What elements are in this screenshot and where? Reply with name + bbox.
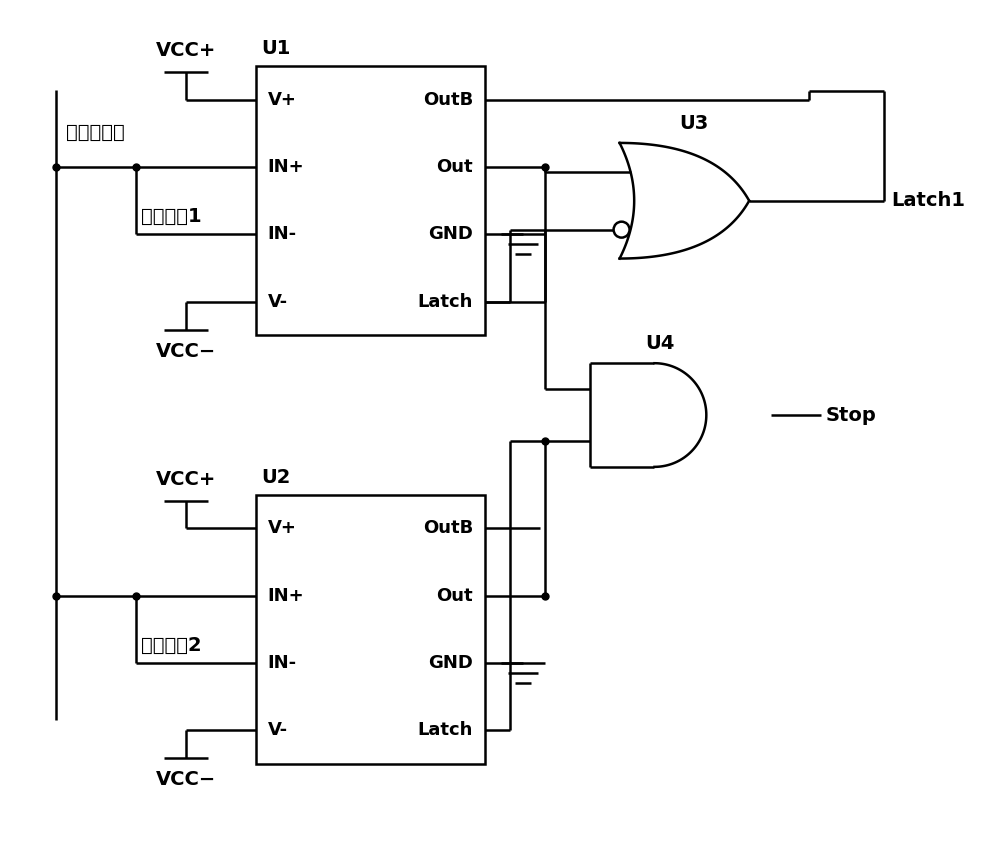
Text: IN+: IN+ [268,586,304,604]
Text: U1: U1 [261,39,290,58]
Text: VCC+: VCC+ [156,469,216,489]
Text: OutB: OutB [423,91,473,109]
Text: Out: Out [436,158,473,176]
Text: IN-: IN- [268,654,297,672]
Text: GND: GND [428,225,473,243]
Circle shape [614,222,630,238]
Text: U4: U4 [645,334,674,354]
Text: IN-: IN- [268,225,297,243]
Text: 超声波信号: 超声波信号 [66,123,125,142]
Text: U2: U2 [261,468,290,487]
Text: Out: Out [436,586,473,604]
Text: GND: GND [428,654,473,672]
Text: VCC−: VCC− [156,770,216,789]
Text: V-: V- [268,722,288,740]
Text: IN+: IN+ [268,158,304,176]
Text: V+: V+ [268,519,297,537]
Text: OutB: OutB [423,519,473,537]
Text: V-: V- [268,292,288,310]
Text: U3: U3 [680,114,709,133]
Text: 检测阈倃2: 检测阈倃2 [141,636,202,655]
Text: VCC−: VCC− [156,342,216,360]
Text: Latch: Latch [418,292,473,310]
Text: Latch1: Latch1 [892,191,966,210]
Text: VCC+: VCC+ [156,41,216,60]
Text: Stop: Stop [826,405,877,424]
Bar [256,495,485,764]
Text: 检测阈倃1: 检测阈倃1 [141,207,202,226]
Bar [256,66,485,335]
Text: Latch: Latch [418,722,473,740]
Text: V+: V+ [268,91,297,109]
